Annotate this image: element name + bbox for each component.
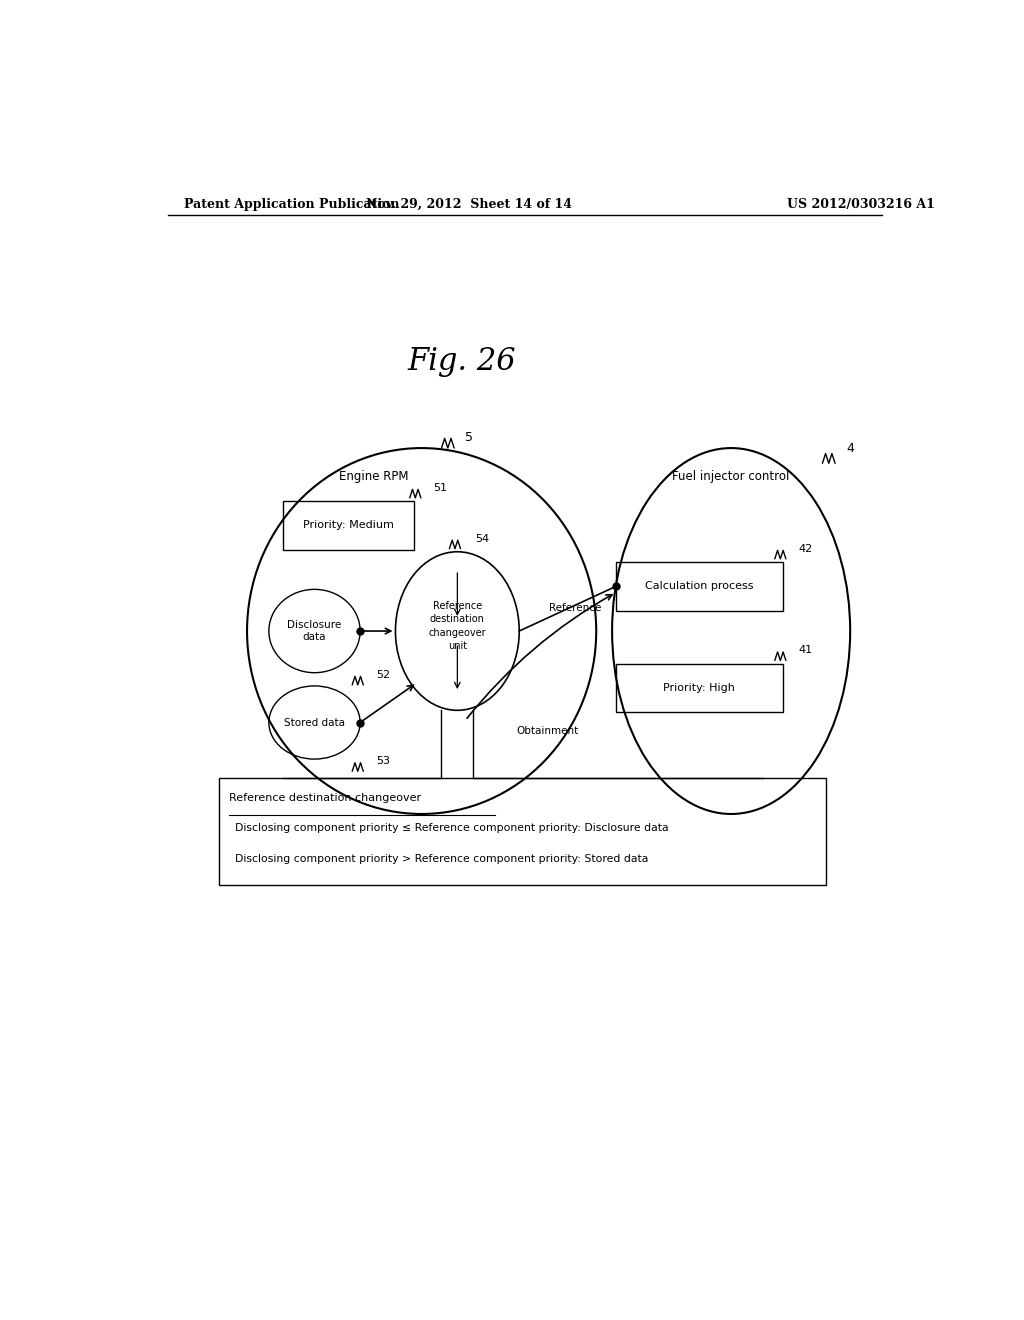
Text: Calculation process: Calculation process	[645, 581, 754, 591]
Text: Priority: Medium: Priority: Medium	[303, 520, 393, 531]
Text: Disclosure
data: Disclosure data	[288, 620, 342, 642]
Text: Nov. 29, 2012  Sheet 14 of 14: Nov. 29, 2012 Sheet 14 of 14	[367, 198, 572, 211]
Text: Reference: Reference	[550, 603, 602, 612]
Text: Fig. 26: Fig. 26	[407, 346, 516, 378]
Text: Patent Application Publication: Patent Application Publication	[183, 198, 399, 211]
Text: Obtainment: Obtainment	[517, 726, 580, 735]
Text: Disclosing component priority ≤ Reference component priority: Disclosure data: Disclosing component priority ≤ Referenc…	[236, 824, 669, 833]
Text: Fuel injector control: Fuel injector control	[673, 470, 790, 483]
Text: Reference destination changeover: Reference destination changeover	[228, 792, 421, 803]
Text: 52: 52	[376, 669, 390, 680]
Text: Reference
destination
changeover
unit: Reference destination changeover unit	[428, 601, 486, 651]
Text: US 2012/0303216 A1: US 2012/0303216 A1	[786, 198, 935, 211]
Text: 54: 54	[475, 533, 488, 544]
Text: 42: 42	[799, 544, 813, 553]
Text: Priority: High: Priority: High	[664, 682, 735, 693]
Text: 4: 4	[846, 442, 854, 454]
Text: Engine RPM: Engine RPM	[339, 470, 409, 483]
Text: 51: 51	[433, 483, 447, 492]
Text: Disclosing component priority > Reference component priority: Stored data: Disclosing component priority > Referenc…	[236, 854, 648, 863]
Text: 5: 5	[465, 432, 473, 445]
Text: 53: 53	[376, 756, 390, 766]
Text: Stored data: Stored data	[284, 718, 345, 727]
Text: 41: 41	[799, 645, 813, 655]
